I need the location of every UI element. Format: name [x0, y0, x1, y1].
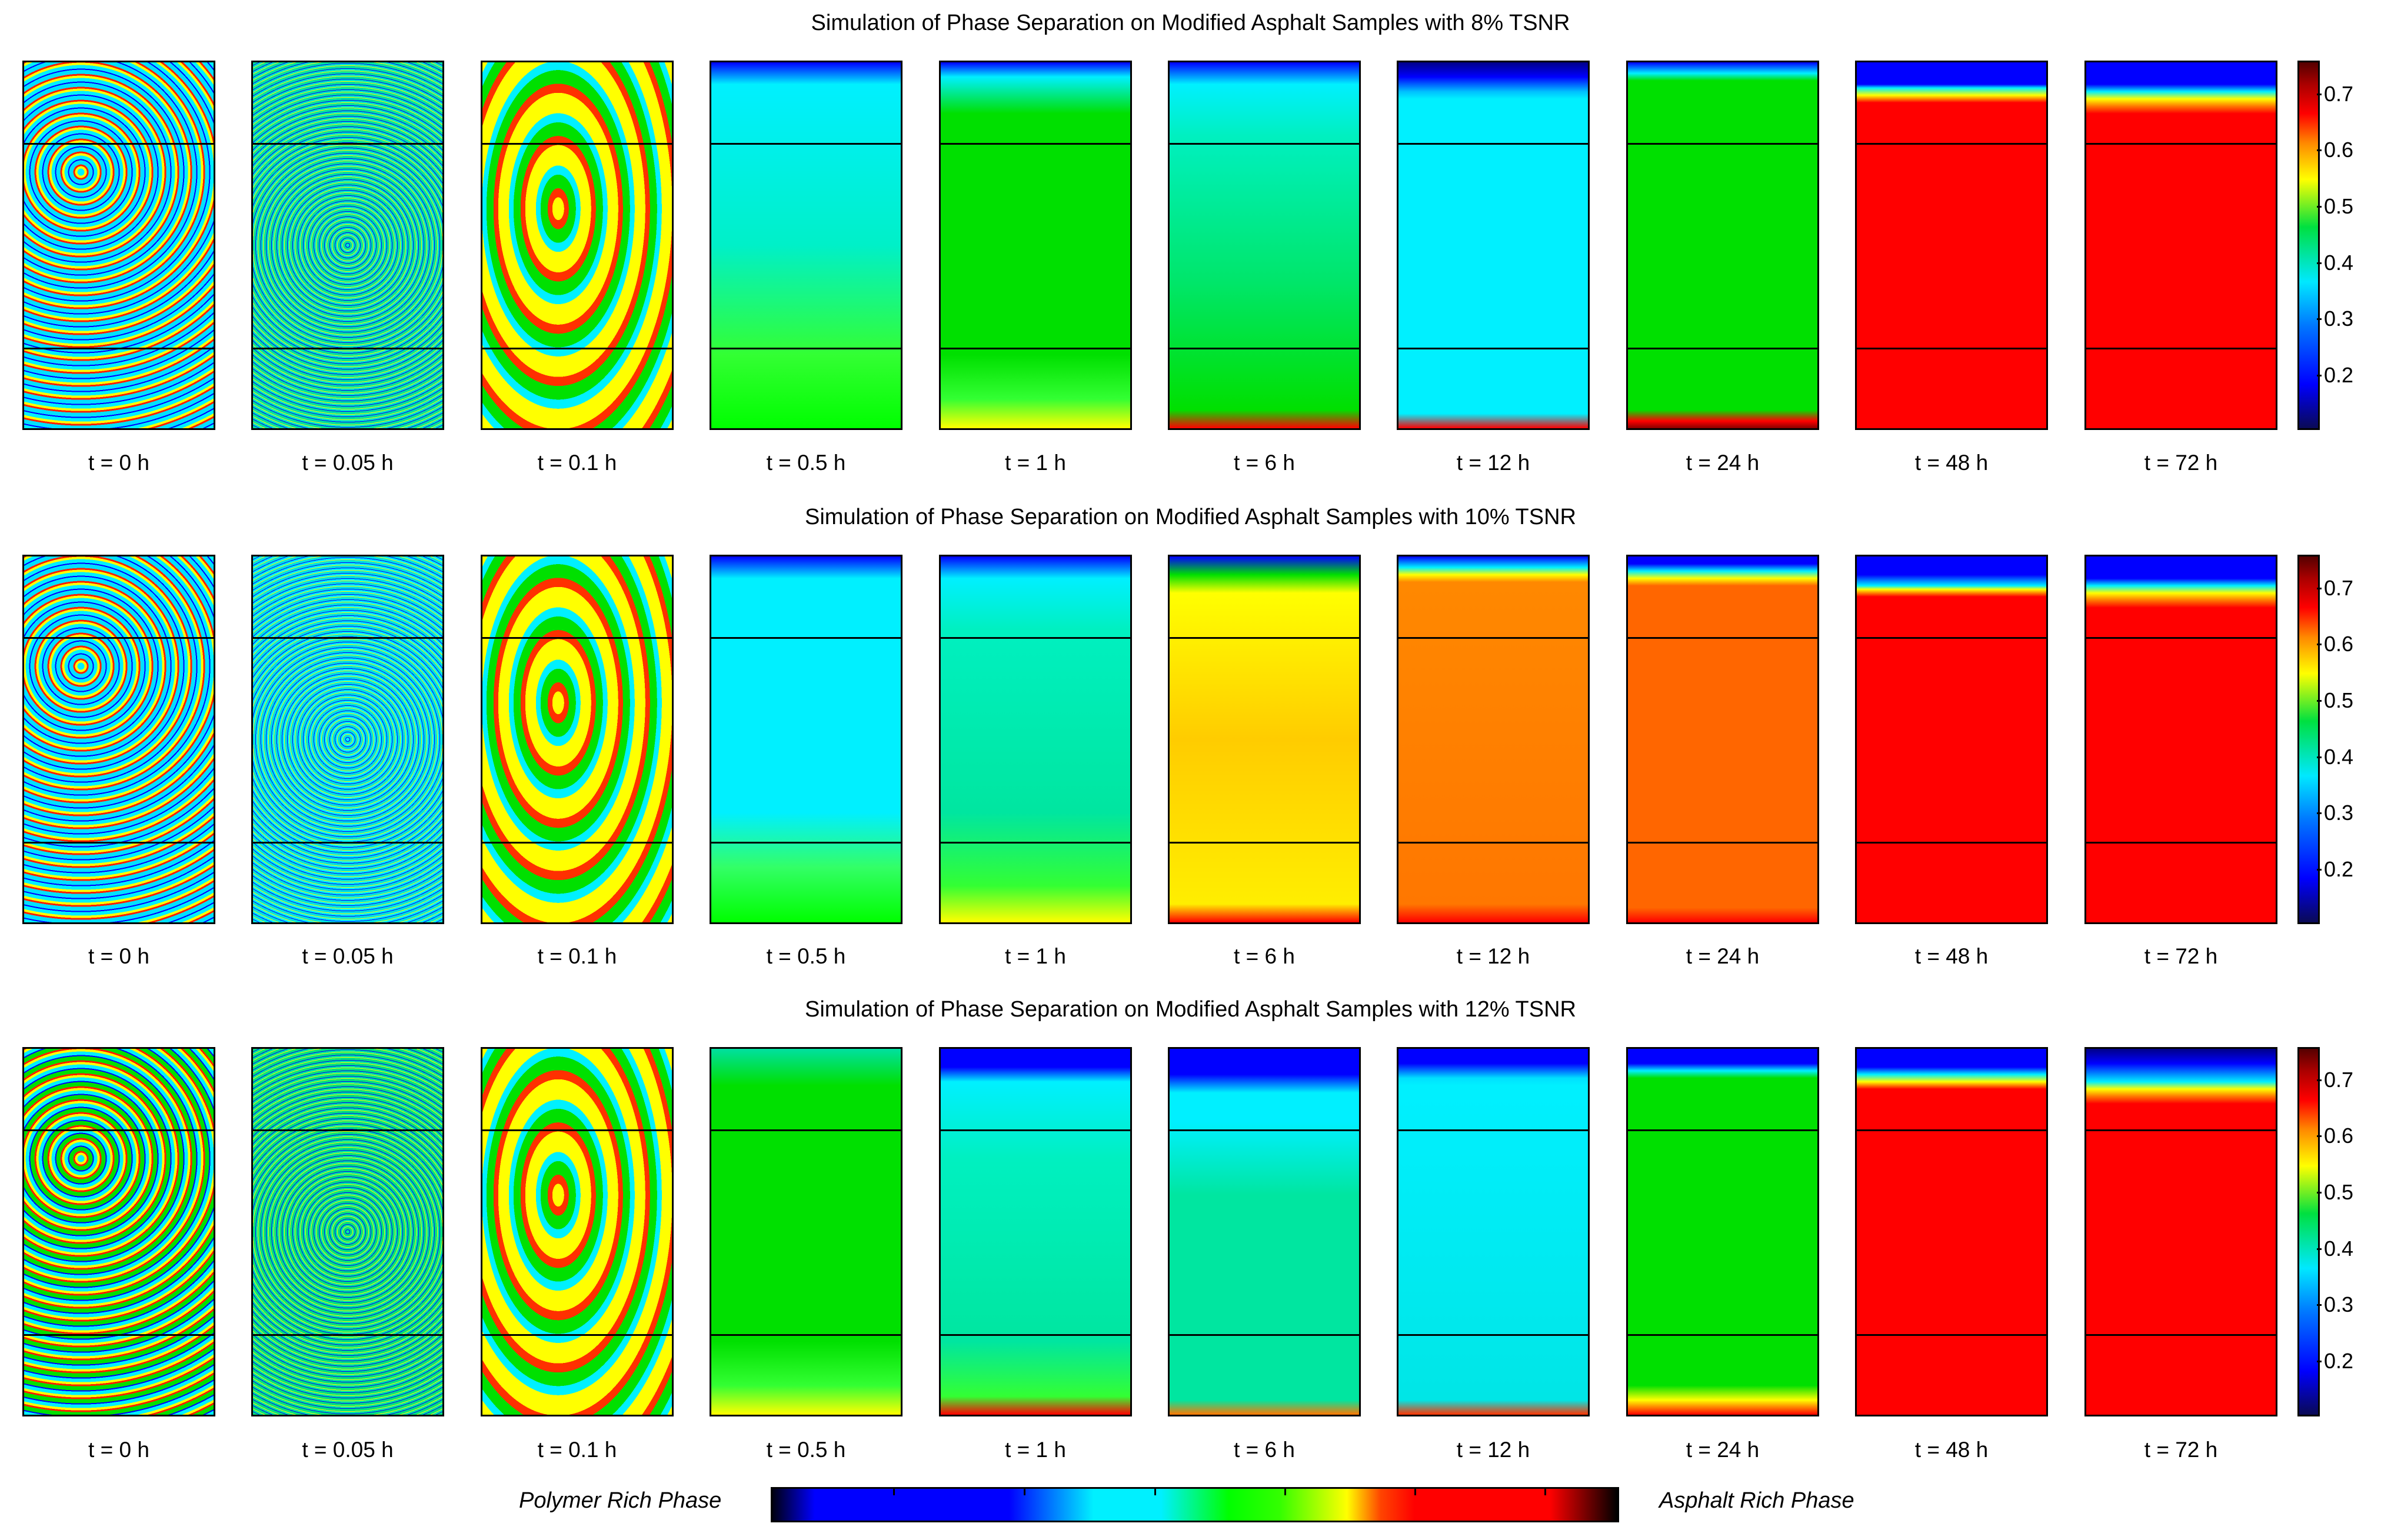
time-label: t = 24 h [1686, 1438, 1760, 1462]
time-label: t = 0 h [88, 1438, 149, 1462]
time-label: t = 6 h [1234, 1438, 1295, 1462]
colorbar-tick: 0.5 [2316, 1180, 2354, 1204]
colorbar-tick: 0.6 [2316, 138, 2354, 162]
colorbar-tick: 0.7 [2316, 1068, 2354, 1092]
row-title-12: Simulation of Phase Separation on Modifi… [804, 997, 1577, 1022]
panel-8-t0 [22, 61, 215, 430]
time-label: t = 0.05 h [302, 451, 394, 475]
time-label: t = 48 h [1914, 944, 1989, 968]
row-title-10: Simulation of Phase Separation on Modifi… [804, 505, 1577, 529]
panel-8-t24 [1626, 61, 1819, 430]
panel-10-t72 [2084, 555, 2277, 924]
colorbar-tick: 0.7 [2316, 82, 2354, 106]
time-label: t = 72 h [2144, 1438, 2218, 1462]
panel-10-t0 [22, 555, 215, 924]
time-label: t = 0.1 h [537, 944, 617, 968]
colorbar-tick: 0.4 [2316, 745, 2354, 769]
panel-12-t72 [2084, 1047, 2277, 1416]
row-title-8: Simulation of Phase Separation on Modifi… [811, 11, 1570, 35]
colorbar-tick: 0.7 [2316, 576, 2354, 600]
panel-8-t01 [481, 61, 674, 430]
panel-12-t6 [1168, 1047, 1361, 1416]
panel-8-t1 [939, 61, 1132, 430]
colorbar-tick: 0.5 [2316, 194, 2354, 218]
time-label: t = 6 h [1234, 944, 1295, 968]
panel-8-t6 [1168, 61, 1361, 430]
panel-10-t6 [1168, 555, 1361, 924]
colorbar-8 [2297, 61, 2320, 430]
time-label: t = 72 h [2144, 944, 2218, 968]
panel-8-t72 [2084, 61, 2277, 430]
colorbar-tick: 0.2 [2316, 363, 2354, 387]
time-label: t = 0 h [88, 451, 149, 475]
panel-10-t12 [1397, 555, 1590, 924]
panel-12-t005 [251, 1047, 444, 1416]
colorbar-tick: 0.4 [2316, 1236, 2354, 1261]
panel-10-t24 [1626, 555, 1819, 924]
panel-12-t01 [481, 1047, 674, 1416]
phase-colorbar-tick [1544, 1487, 1546, 1495]
panel-8-t05 [710, 61, 903, 430]
time-label: t = 48 h [1914, 451, 1989, 475]
time-label: t = 1 h [1005, 451, 1066, 475]
time-label: t = 12 h [1456, 1438, 1530, 1462]
time-label: t = 72 h [2144, 451, 2218, 475]
polymer-rich-phase-label: Polymer Rich Phase [519, 1488, 722, 1513]
panel-10-t01 [481, 555, 674, 924]
time-label: t = 1 h [1005, 944, 1066, 968]
asphalt-rich-phase-label: Asphalt Rich Phase [1659, 1488, 1854, 1513]
colorbar-tick: 0.4 [2316, 251, 2354, 275]
phase-colorbar [771, 1487, 1619, 1522]
colorbar-tick: 0.6 [2316, 632, 2354, 656]
panel-8-t005 [251, 61, 444, 430]
colorbar-tick: 0.6 [2316, 1124, 2354, 1148]
time-label: t = 1 h [1005, 1438, 1066, 1462]
panel-10-t005 [251, 555, 444, 924]
panel-12-t48 [1855, 1047, 2048, 1416]
time-label: t = 0.5 h [766, 944, 846, 968]
time-label: t = 6 h [1234, 451, 1295, 475]
colorbar-tick: 0.3 [2316, 306, 2354, 331]
panel-10-t05 [710, 555, 903, 924]
phase-colorbar-tick [1024, 1487, 1025, 1495]
time-label: t = 0.5 h [766, 1438, 846, 1462]
time-label: t = 0.1 h [537, 1438, 617, 1462]
panel-12-t0 [22, 1047, 215, 1416]
panel-10-t1 [939, 555, 1132, 924]
time-label: t = 24 h [1686, 944, 1760, 968]
colorbar-tick: 0.2 [2316, 857, 2354, 881]
colorbar-tick: 0.3 [2316, 1292, 2354, 1316]
colorbar-tick: 0.3 [2316, 801, 2354, 825]
time-label: t = 0.05 h [302, 1438, 394, 1462]
time-label: t = 24 h [1686, 451, 1760, 475]
panel-8-t48 [1855, 61, 2048, 430]
time-label: t = 0.1 h [537, 451, 617, 475]
panel-12-t12 [1397, 1047, 1590, 1416]
colorbar-10 [2297, 555, 2320, 924]
phase-colorbar-tick [1414, 1487, 1416, 1495]
time-label: t = 0 h [88, 944, 149, 968]
time-label: t = 0.5 h [766, 451, 846, 475]
colorbar-tick: 0.2 [2316, 1349, 2354, 1373]
time-label: t = 12 h [1456, 944, 1530, 968]
panel-12-t1 [939, 1047, 1132, 1416]
time-label: t = 48 h [1914, 1438, 1989, 1462]
phase-colorbar-tick [1154, 1487, 1156, 1495]
panel-12-t24 [1626, 1047, 1819, 1416]
time-label: t = 0.05 h [302, 944, 394, 968]
time-label: t = 12 h [1456, 451, 1530, 475]
panel-10-t48 [1855, 555, 2048, 924]
colorbar-12 [2297, 1047, 2320, 1416]
colorbar-tick: 0.5 [2316, 688, 2354, 712]
panel-12-t05 [710, 1047, 903, 1416]
phase-colorbar-tick [1284, 1487, 1286, 1495]
phase-colorbar-tick [893, 1487, 895, 1495]
panel-8-t12 [1397, 61, 1590, 430]
